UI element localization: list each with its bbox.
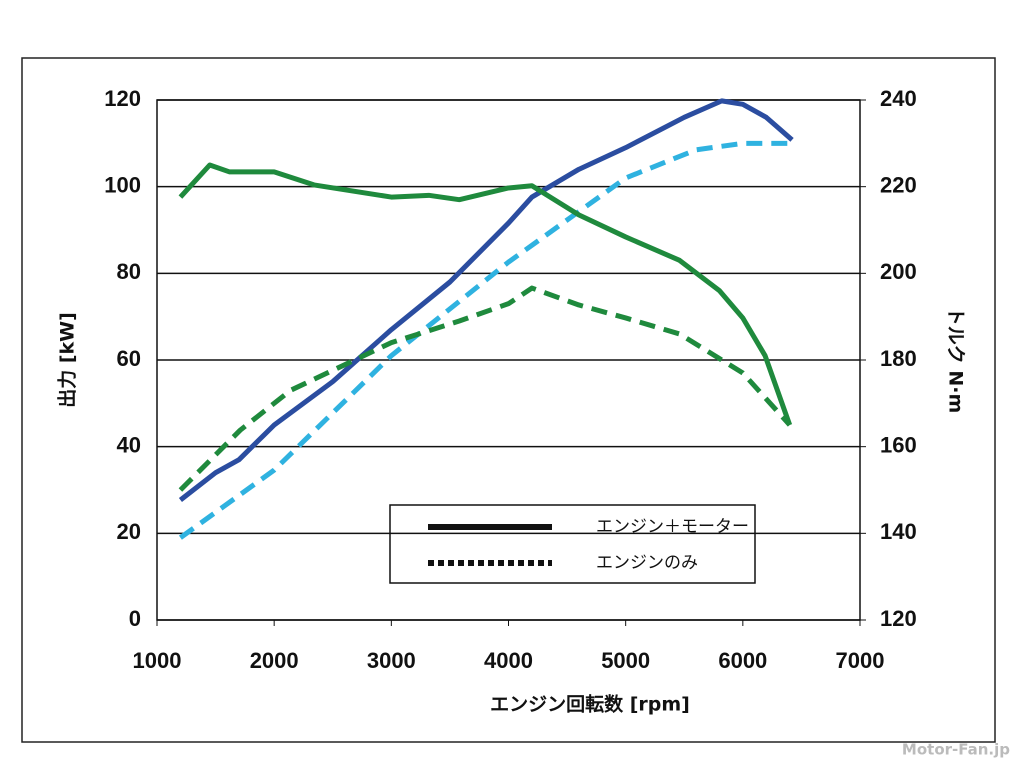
watermark: Motor-Fan.jp: [902, 741, 1010, 759]
x-tick-label: 2000: [250, 648, 299, 673]
y-tick-label: 120: [104, 86, 141, 111]
y2-axis-label: トルク N·m: [945, 307, 967, 414]
series-line: [178, 98, 794, 502]
y2-tick-label: 240: [880, 86, 917, 111]
y2-tick-label: 160: [880, 432, 917, 457]
y-tick-label: 0: [129, 606, 141, 631]
y-tick-label: 40: [117, 432, 141, 457]
x-tick-label: 1000: [133, 648, 182, 673]
legend-label: エンジン＋モーター: [596, 517, 749, 537]
y-tick-label: 100: [104, 172, 141, 197]
x-tick-label: 4000: [484, 648, 533, 673]
y-tick-label: 60: [117, 346, 141, 371]
x-tick-label: 6000: [718, 648, 767, 673]
y-axis-label: 出力 [kW]: [56, 312, 79, 408]
x-tick-label: 7000: [836, 648, 885, 673]
y-tick-label: 20: [117, 519, 141, 544]
series-line: [178, 140, 793, 540]
x-tick-label: 3000: [367, 648, 416, 673]
series-line: [178, 162, 793, 426]
frame: [21, 57, 996, 743]
y2-tick-label: 220: [880, 172, 917, 197]
y2-tick-label: 140: [880, 519, 917, 544]
legend-box: [389, 504, 756, 584]
y2-tick-label: 120: [880, 606, 917, 631]
series-line: [178, 285, 792, 492]
x-axis-label: エンジン回転数 [rpm]: [490, 693, 690, 716]
x-tick-label: 5000: [601, 648, 650, 673]
y2-tick-label: 200: [880, 259, 917, 284]
y2-tick-label: 180: [880, 346, 917, 371]
legend-label: エンジンのみ: [596, 553, 698, 573]
y-tick-label: 80: [117, 259, 141, 284]
plot-border: [156, 99, 861, 621]
